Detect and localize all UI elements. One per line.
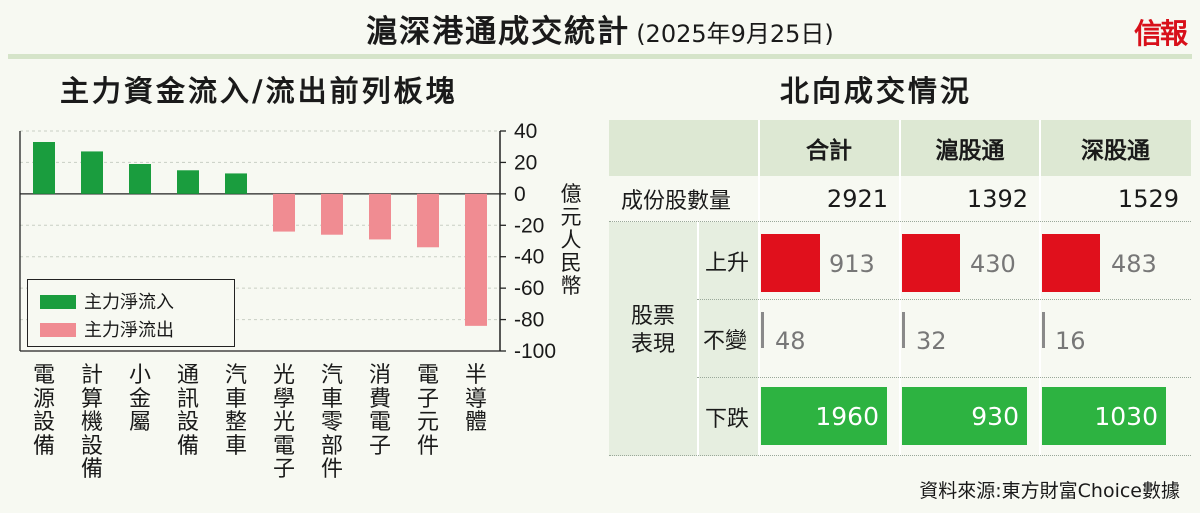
- y-tick-label: 0: [514, 183, 526, 206]
- bar-6: [321, 193, 343, 235]
- bar-2: [129, 164, 151, 194]
- legend-inflow-label: 主力淨流入: [84, 292, 174, 313]
- y-tick-label: -60: [514, 277, 544, 300]
- vline-1: [758, 120, 760, 456]
- hline-4: [609, 455, 1191, 457]
- constituents-total: 2921: [826, 185, 888, 213]
- constituents-sz: 1529: [1117, 185, 1179, 213]
- category-label: 計算機設備: [80, 363, 103, 482]
- row-label-unchanged: 不變: [703, 329, 748, 354]
- row-label-constituents: 成份股數量: [621, 189, 732, 214]
- up-bar-sz: [1042, 234, 1100, 292]
- category-label: 電源設備: [32, 363, 55, 459]
- chart-legend: 主力淨流入 主力淨流出: [27, 279, 235, 347]
- table-title: 北向成交情況: [780, 74, 973, 108]
- header-blank: [609, 120, 758, 176]
- down-bar-sh: 930: [902, 387, 1027, 445]
- unchanged-value-total: 48: [775, 327, 806, 355]
- title-divider: [8, 54, 1192, 59]
- up-value-sh: 430: [970, 250, 1016, 278]
- legend-outflow: 主力淨流出: [40, 316, 174, 342]
- unchanged-value-sz: 16: [1055, 327, 1086, 355]
- vline-2: [899, 120, 901, 456]
- up-value-total: 913: [829, 250, 875, 278]
- up-value-sz: 483: [1111, 250, 1157, 278]
- bar-4: [225, 173, 247, 194]
- title-date: (2025年9月25日): [636, 20, 834, 48]
- vline-group: [697, 222, 699, 456]
- brand-logo: 信報: [1133, 17, 1188, 50]
- main-title: 滬深港通成交統計 (2025年9月25日): [0, 6, 1200, 51]
- y-tick-label: -40: [514, 246, 544, 269]
- category-label: 光學光電子: [272, 363, 295, 482]
- col-header-sz: 深股通: [1040, 120, 1191, 176]
- group-label-performance: 表現: [630, 332, 675, 357]
- northbound-table: 合計 滬股通 深股通 成份股數量 2921 1392 1529 股票 表現 上升…: [609, 120, 1191, 456]
- constituents-sh: 1392: [966, 185, 1028, 213]
- unchanged-value-sh: 32: [916, 327, 947, 355]
- bar-8: [417, 193, 439, 248]
- y-tick-label: -80: [514, 309, 544, 332]
- legend-outflow-label: 主力淨流出: [84, 320, 174, 341]
- title-text: 滬深港通成交統計: [366, 14, 631, 50]
- bar-5: [273, 193, 295, 232]
- group-shade: [609, 222, 758, 456]
- down-bar-sz: 1030: [1042, 387, 1166, 445]
- y-tick-label: 40: [514, 120, 537, 143]
- category-label: 小金屬: [128, 363, 151, 435]
- bar-3: [177, 170, 199, 194]
- fund-flow-chart: 40 20 0 -20 -40 -60 -80 -100: [19, 120, 556, 363]
- y-tick-label: 20: [514, 151, 537, 174]
- legend-outflow-swatch: [40, 323, 76, 337]
- hline-2: [697, 299, 1191, 301]
- down-bar-total: 1960: [761, 387, 887, 445]
- y-tick-label: -100: [514, 340, 556, 363]
- legend-inflow: 主力淨流入: [40, 288, 174, 314]
- legend-inflow-swatch: [40, 295, 76, 309]
- group-label-stock: 股票: [630, 304, 675, 329]
- source-note: 資料來源:東方財富Choice數據: [919, 480, 1180, 502]
- y-tick-label: -20: [514, 214, 544, 237]
- category-label: 通訊設備: [176, 363, 199, 459]
- row-label-down: 下跌: [705, 407, 750, 432]
- col-header-sh: 滬股通: [900, 120, 1040, 176]
- category-label: 電子元件: [416, 363, 439, 459]
- row-label-up: 上升: [705, 251, 750, 276]
- category-label: 半導體: [464, 363, 487, 435]
- vline-3: [1039, 120, 1041, 456]
- bar-1: [81, 151, 103, 194]
- hline-1: [609, 221, 1191, 223]
- chart-title: 主力資金流入/流出前列板塊: [60, 74, 458, 108]
- bar-0: [33, 142, 55, 194]
- up-bar-total: [761, 234, 820, 292]
- up-bar-sh: [902, 234, 960, 292]
- bar-9: [465, 193, 487, 326]
- unchanged-mark-total: [761, 312, 764, 348]
- col-header-total: 合計: [758, 120, 900, 176]
- category-label: 汽車整車: [224, 363, 247, 459]
- category-label: 汽車零部件: [320, 363, 343, 482]
- bar-7: [369, 193, 391, 240]
- category-label: 消費電子: [368, 363, 391, 459]
- unchanged-mark-sz: [1042, 312, 1045, 348]
- hline-3: [697, 377, 1191, 379]
- y-axis-unit: 億元人民幣: [560, 182, 582, 298]
- unchanged-mark-sh: [902, 312, 905, 348]
